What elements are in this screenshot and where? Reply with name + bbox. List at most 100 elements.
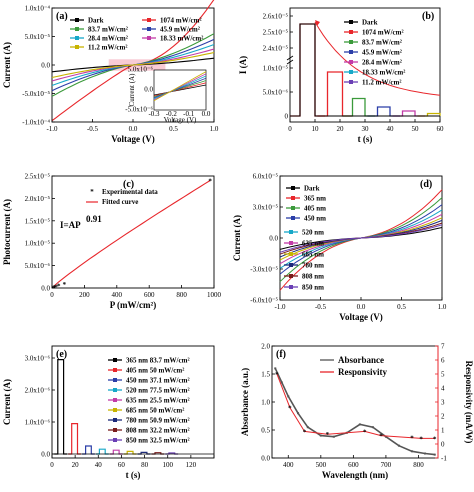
panel-c-ytick-label: 2.0x10⁻⁵ xyxy=(25,195,51,203)
panel-a-legend: Dark 1074 mW/cm² 83.7 mW/cm² 45.9 mW/cm² 28.… xyxy=(70,17,203,52)
panel-a-inset-xtick-label: -0.3 xyxy=(148,110,160,118)
panel-b-xtick-label: 20 xyxy=(337,125,345,133)
panel-b-legend-label: 28.4 mW/cm² xyxy=(362,59,402,67)
panel-c-ytick-label: 2.5x10⁻⁵ xyxy=(25,173,51,181)
panel-c: ******020040060080010000.05.0x10⁻⁶1.0x10… xyxy=(2,173,222,311)
panel-a-inset-ytick-label: -5.0x10⁻⁶ xyxy=(125,106,153,114)
panel-d-ytick-label: 3.0x10⁻⁵ xyxy=(253,204,279,212)
panel-e-ytick-label: 3.0x10⁻⁶ xyxy=(25,355,51,363)
panel-d-legend-marker xyxy=(289,252,293,256)
panel-e-ytick-label: 2.0x10⁻⁶ xyxy=(25,387,51,395)
panel-f-right-tick-label: 5 xyxy=(441,371,445,379)
panel-b-ytick-label: 2.5x10⁻⁵ xyxy=(263,29,289,37)
panel-f-ytick-label: 1.0 xyxy=(261,399,270,407)
panel-d-ytick-label: -3.0x10⁻⁵ xyxy=(250,266,278,274)
panel-a-inset-xtick-label: 0.0 xyxy=(202,110,211,118)
panel-f-legend-label: Absorbance xyxy=(338,355,384,365)
panel-d-legend-label: 808 nm xyxy=(302,273,324,281)
panel-f-absorbance-marker xyxy=(423,452,426,455)
panel-b-ytick-label: 1.0x10⁻⁵ xyxy=(263,65,289,73)
panel-c-ytick-label: 5.0x10⁻⁶ xyxy=(25,262,51,270)
panel-a-ytick-label: 0.0 xyxy=(41,62,50,70)
panel-b-series-line xyxy=(290,23,325,117)
panel-f-ytick-label: 2.0 xyxy=(261,343,270,351)
panel-f-responsivity-marker: * xyxy=(363,428,367,436)
panel-a-legend-label: 28.4 mW/cm² xyxy=(88,35,128,43)
panel-e-legend-marker xyxy=(113,408,117,412)
panel-f-responsivity-marker: * xyxy=(288,405,292,413)
panel-b-legend-label: Dark xyxy=(362,19,378,27)
panel-a-inset-line xyxy=(153,80,207,98)
panel-f-responsivity-marker: * xyxy=(410,435,414,443)
panel-e-legend-marker xyxy=(113,428,117,432)
panel-b-legend-label: 83.7 mW/cm² xyxy=(362,39,402,47)
panel-b-xlabel: t (s) xyxy=(358,134,373,144)
panel-f-absorbance-marker xyxy=(397,444,400,447)
panel-f-ytick-label: 0.0 xyxy=(261,455,270,463)
panel-e-series-line xyxy=(68,423,81,455)
panel-c-xlabel: P (mW/cm²) xyxy=(110,300,156,310)
panel-f-xtick-label: 800 xyxy=(413,461,424,469)
panel-a-legend-marker xyxy=(75,45,79,49)
panel-d-legend: Dark 365 nm 405 nm 450 nm 520 nm 635 nm 685 nm… xyxy=(284,185,326,292)
panel-d-xtick-label: -0.5 xyxy=(315,303,327,311)
panel-e-xtick-label: 40 xyxy=(95,461,103,469)
panel-e-series-line xyxy=(82,445,95,455)
panel-a-inset-ytick-label: 5.0x10⁻⁶ xyxy=(128,66,154,74)
panel-f-absorbance-marker xyxy=(287,395,290,398)
panel-d-xtick-label: 1.0 xyxy=(438,303,447,311)
panel-e-legend-label: 450 nm 37.1 mW/cm² xyxy=(126,377,190,385)
panel-e-xtick-label: 100 xyxy=(162,461,173,469)
panel-d-legend-marker xyxy=(289,241,293,245)
panel-a-inset-ytick-label: 0.0 xyxy=(144,86,153,94)
panel-f-right-tick-label: 1 xyxy=(441,427,445,435)
panel-f-xtick-label: 400 xyxy=(283,461,294,469)
panel-f-responsivity-marker: * xyxy=(326,431,330,439)
panel-e-xlabel: t (s) xyxy=(126,470,141,480)
panel-a-inset-xtick-label: -0.2 xyxy=(166,110,178,118)
panel-c-annotation-exponent: 0.91 xyxy=(86,214,102,224)
panel-c-legend-label: Fitted curve xyxy=(102,198,138,206)
panel-b-series-line xyxy=(290,23,440,117)
panel-e: 0 20 40 60 80 100 120 0.0 1.0x10⁻⁶ 2.0x10⁻⁶ 3.0x10… xyxy=(2,345,215,480)
panel-f-ylabel-right: Responsivity (mA/W) xyxy=(464,361,474,444)
panel-f-absorbance-marker xyxy=(274,367,277,370)
panel-c-data-point: * xyxy=(54,284,58,292)
panel-b-legend-label: 1074 mW/cm² xyxy=(362,29,404,37)
panel-f-responsivity-marker: * xyxy=(303,428,307,436)
panel-f-absorbance-marker xyxy=(410,450,413,453)
panel-e-xtick-label: 60 xyxy=(118,461,126,469)
panel-e-legend-marker xyxy=(113,438,117,442)
panel-f-right-tick-label: 7 xyxy=(441,343,445,351)
panel-e-legend-marker xyxy=(113,388,117,392)
panel-b-decay-arrow xyxy=(314,21,441,96)
panel-a-legend-label: 18.33 mW/cm² xyxy=(160,35,203,43)
panel-d-legend-marker xyxy=(291,216,295,220)
panel-b-xtick-label: 10 xyxy=(312,125,320,133)
panel-d-legend-label: 685 nm xyxy=(302,251,324,259)
panel-e-xtick-label: 80 xyxy=(141,461,149,469)
panel-b-ytick-label: 5.0x10⁻⁶ xyxy=(263,89,289,97)
panel-f-right-tick-label: -1 xyxy=(441,455,447,463)
panel-b-xtick-label: 50 xyxy=(412,125,420,133)
panel-d-legend-label: 635 nm xyxy=(302,240,324,248)
panel-c-annotation: I=AP xyxy=(60,220,81,230)
panel-f-responsivity-marker: * xyxy=(433,435,437,443)
panel-a-xtick-label: -0.5 xyxy=(87,125,99,133)
panel-c-xtick-label: 400 xyxy=(112,291,123,299)
panel-a-xtick-label: 1.0 xyxy=(210,125,219,133)
panel-e-ylabel: Current (A) xyxy=(2,379,12,425)
panel-d-xtick-label: 0.0 xyxy=(357,303,366,311)
panel-b-series-line xyxy=(392,110,425,117)
panel-e-frame xyxy=(51,345,215,459)
panel-a-inset: -0.3 -0.2 -0.1 0.0 -5.0x10⁻⁶ 0.0 5.0x10⁻⁶ Volta… xyxy=(125,66,211,125)
panel-a-inset-line xyxy=(153,82,207,97)
panel-d-legend-label: 520 nm xyxy=(302,229,324,237)
panel-c-data-point: * xyxy=(63,281,67,289)
panel-e-ytick-label: 0.0 xyxy=(41,451,50,459)
panel-f-xtick-label: 500 xyxy=(316,461,327,469)
panel-a-xtick-label: -1.0 xyxy=(46,125,58,133)
panel-c-frame xyxy=(51,175,215,289)
panel-f-ytick-label: 0.5 xyxy=(261,427,270,435)
panel-e-legend-marker xyxy=(113,398,117,402)
